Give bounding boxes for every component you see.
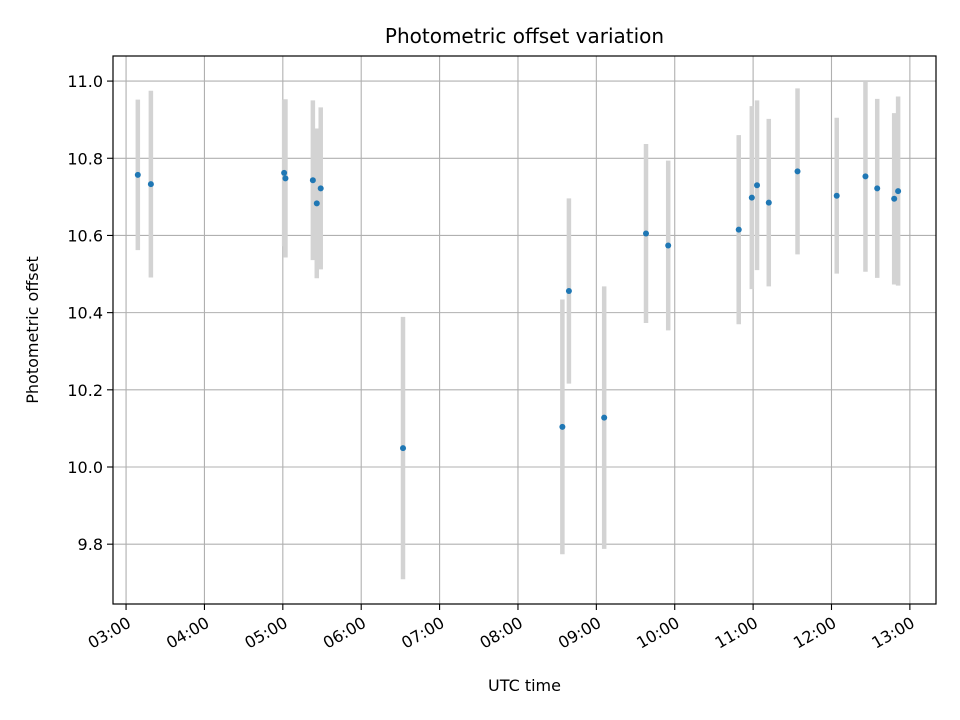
data-point (400, 445, 407, 452)
data-point (874, 185, 881, 192)
chart-title: Photometric offset variation (385, 24, 664, 48)
data-point (642, 230, 649, 237)
data-point (748, 194, 755, 201)
data-point (147, 181, 154, 188)
y-tick-label: 10.0 (67, 458, 103, 477)
y-tick-label: 10.2 (67, 381, 103, 400)
y-tick-label: 11.0 (67, 72, 103, 91)
data-point (313, 200, 320, 207)
y-tick-label: 10.8 (67, 149, 103, 168)
data-point (833, 192, 840, 199)
data-point (134, 171, 141, 178)
data-point (601, 414, 608, 421)
grid (113, 56, 936, 604)
data-point (559, 423, 566, 430)
data-point (895, 188, 902, 195)
data-point (665, 242, 672, 249)
data-point (891, 195, 898, 202)
data-point (281, 169, 288, 176)
data-points (134, 168, 902, 452)
data-point (282, 175, 289, 182)
x-axis-label: UTC time (488, 676, 561, 695)
y-tick-label: 10.6 (67, 226, 103, 245)
data-point (565, 288, 572, 295)
data-point (765, 199, 772, 206)
data-point (317, 185, 324, 192)
data-point (794, 168, 801, 175)
y-axis-label: Photometric offset (23, 256, 42, 404)
y-axis-ticks: 9.8 10.0 10.2 10.4 10.6 10.8 11.0 (67, 72, 113, 554)
data-point (754, 182, 761, 189)
plot-frame (112, 55, 937, 605)
y-tick-label: 9.8 (78, 535, 103, 554)
data-point (735, 226, 742, 233)
data-point (862, 173, 869, 180)
y-tick-label: 10.4 (67, 304, 103, 323)
data-point (309, 177, 316, 184)
